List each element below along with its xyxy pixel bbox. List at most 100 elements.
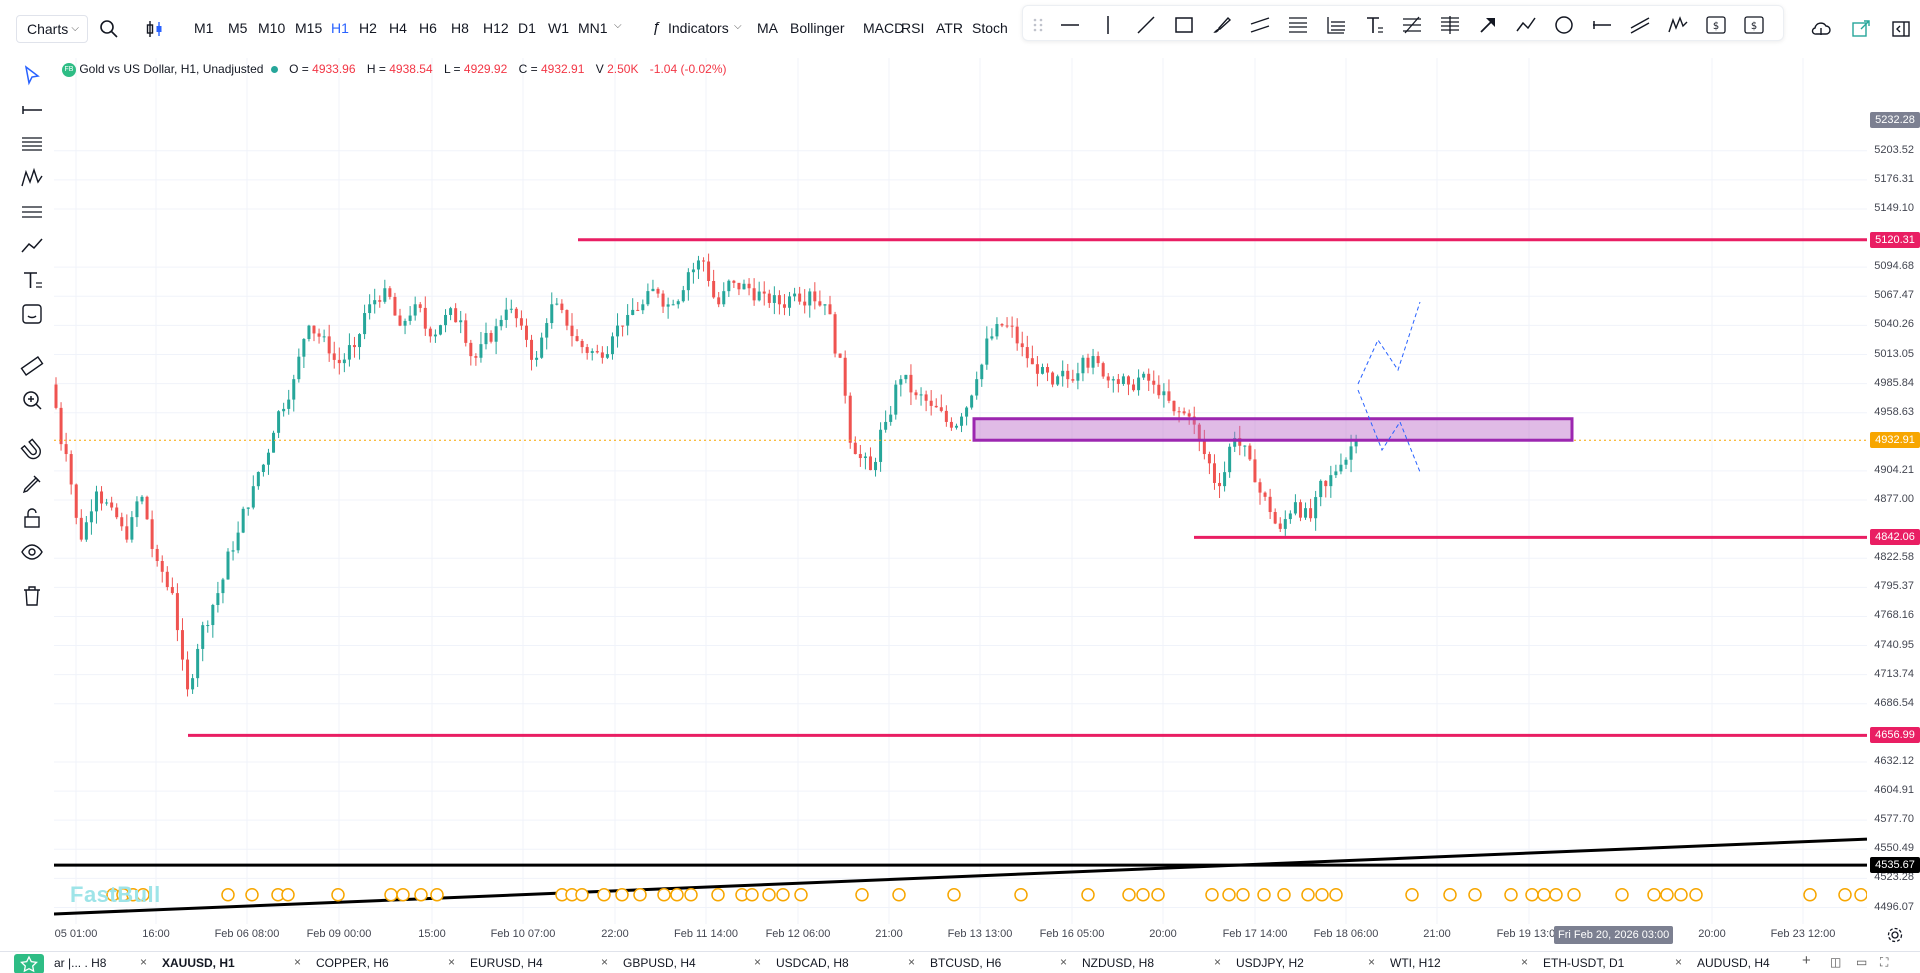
pitchfork-icon[interactable] [1401,14,1423,36]
price-chart[interactable] [54,58,1867,934]
price-axis[interactable]: 5203.52 5176.31 5149.10 5094.68 5067.47 5040.… [1868,58,1920,934]
trend-tool-icon[interactable] [20,234,44,258]
settings-gear-icon[interactable] [1886,926,1904,944]
layout-icon[interactable]: ◫ [1830,955,1842,969]
timeframe-h8[interactable]: H8 [451,20,469,36]
add-tab-icon[interactable]: + [1802,952,1811,969]
time-axis[interactable]: 05 01:00 16:00 Feb 06 08:00 Feb 09 00:00 15:… [54,924,1867,946]
symbol-tab[interactable]: USDJPY, H2 [1236,956,1304,970]
close-tab-icon[interactable]: × [1368,955,1376,969]
drag-handle-icon[interactable] [1031,14,1045,36]
fib-retracement-icon[interactable] [1287,14,1309,36]
timeframe-d1[interactable]: D1 [518,20,536,36]
symbol-tab[interactable]: ar |... . H8 [54,956,107,970]
indicator-rsi[interactable]: RSI [901,20,925,36]
fullscreen-icon[interactable]: ⛶ [1880,955,1889,969]
close-tab-icon[interactable]: × [294,955,302,969]
symbol-tab[interactable]: EURUSD, H4 [470,956,543,970]
close-tab-icon[interactable]: × [140,955,148,969]
candle-body [560,303,564,311]
horizontal-ray-icon[interactable] [20,98,44,122]
close-tab-icon[interactable]: × [601,955,609,969]
rectangle-icon[interactable] [1173,14,1195,36]
extended-line-icon[interactable] [1629,14,1651,36]
share-icon[interactable] [1850,18,1872,40]
fib-fan-icon[interactable] [1325,14,1347,36]
magnet-icon[interactable] [20,438,44,462]
ray-icon[interactable] [1591,14,1613,36]
symbol-tab[interactable]: USDCAD, H8 [776,956,849,970]
indicators-button[interactable]: ƒ Indicators ⌵ [652,18,772,40]
symbol-tab[interactable]: ETH-USDT, D1 [1543,956,1625,970]
horizontal-line-icon[interactable] [1059,14,1081,36]
lock-icon[interactable] [20,506,44,530]
cloud-save-icon[interactable] [1810,18,1832,40]
collapse-panel-icon[interactable] [1890,18,1912,40]
timeframe-h2[interactable]: H2 [359,20,377,36]
chart-type-icon[interactable] [144,18,166,40]
timeframe-h4[interactable]: H4 [389,20,407,36]
timeframe-h1[interactable]: H1 [331,20,349,36]
timeframe-more-icon[interactable]: ⌵ [614,20,622,31]
path-tool-icon[interactable] [1515,14,1537,36]
timeframe-w1[interactable]: W1 [548,20,569,36]
favorites-star-button[interactable] [14,954,44,973]
parallel-channel-icon[interactable] [1249,14,1271,36]
brush-icon[interactable] [1211,14,1233,36]
close-tab-icon[interactable]: × [448,955,456,969]
symbol-tab[interactable]: BTCUSD, H6 [930,956,1002,970]
timeframe-h6[interactable]: H6 [419,20,437,36]
timeframe-m1[interactable]: M1 [194,20,214,36]
timeframe-h12[interactable]: H12 [483,20,509,36]
gann-box-icon[interactable] [1439,14,1461,36]
long-position-icon[interactable]: $ [1705,14,1727,36]
symbol-tab[interactable]: NZDUSD, H8 [1082,956,1155,970]
timeframe-m10[interactable]: M10 [258,20,286,36]
emoji-sticker-icon[interactable] [20,302,44,326]
zoom-in-icon[interactable] [20,388,44,412]
close-tab-icon[interactable]: × [1060,955,1068,969]
pattern-icon[interactable] [20,166,44,190]
stay-in-drawing-icon[interactable] [20,472,44,496]
vertical-line-icon[interactable] [1097,14,1119,36]
text-icon[interactable] [20,268,44,292]
indicator-stoch[interactable]: Stoch [972,20,1008,36]
charts-menu-button[interactable]: Charts ⌵ [16,15,88,43]
symbol-tab[interactable]: GBPUSD, H4 [623,956,696,970]
indicator-atr[interactable]: ATR [936,20,963,36]
short-position-icon[interactable]: $ [1743,14,1765,36]
eye-icon[interactable] [20,540,44,564]
text-tool-icon[interactable] [1363,14,1385,36]
gann-icon[interactable] [20,200,44,224]
elliott-wave-icon[interactable] [1667,14,1689,36]
candle-body [145,496,149,520]
symbol-tab[interactable]: WTI, H12 [1390,956,1441,970]
symbol-tab[interactable]: XAUUSD, H1 [162,956,235,970]
trend-line-icon[interactable] [1135,14,1157,36]
close-tab-icon[interactable]: × [1214,955,1222,969]
fib-levels-icon[interactable] [20,132,44,156]
economic-event-markers[interactable] [106,887,1867,902]
indicator-macd[interactable]: MACD [863,20,905,36]
circle-icon[interactable] [1553,14,1575,36]
close-tab-icon[interactable]: × [908,955,916,969]
symbol-tab[interactable]: COPPER, H6 [316,956,389,970]
trash-icon[interactable] [20,584,44,608]
projection-paths[interactable] [1357,301,1421,473]
close-tab-icon[interactable]: × [1521,955,1529,969]
close-tab-icon[interactable]: × [1675,955,1683,969]
timeframe-mn1[interactable]: MN1 [578,20,608,36]
timeframe-m5[interactable]: M5 [228,20,248,36]
indicator-bollinger[interactable]: Bollinger [790,20,845,36]
ruler-icon[interactable] [20,354,44,378]
symbol-tab[interactable]: AUDUSD, H4 [1697,956,1770,970]
search-icon[interactable] [98,18,120,40]
indicator-ma[interactable]: MA [757,20,778,36]
cursor-icon[interactable] [20,64,44,88]
trend-line[interactable] [54,837,1867,916]
minimize-icon[interactable]: ▭ [1856,955,1868,969]
arrow-icon[interactable] [1477,14,1499,36]
supply-demand-zone[interactable] [972,417,1574,442]
close-tab-icon[interactable]: × [754,955,762,969]
timeframe-m15[interactable]: M15 [295,20,323,36]
